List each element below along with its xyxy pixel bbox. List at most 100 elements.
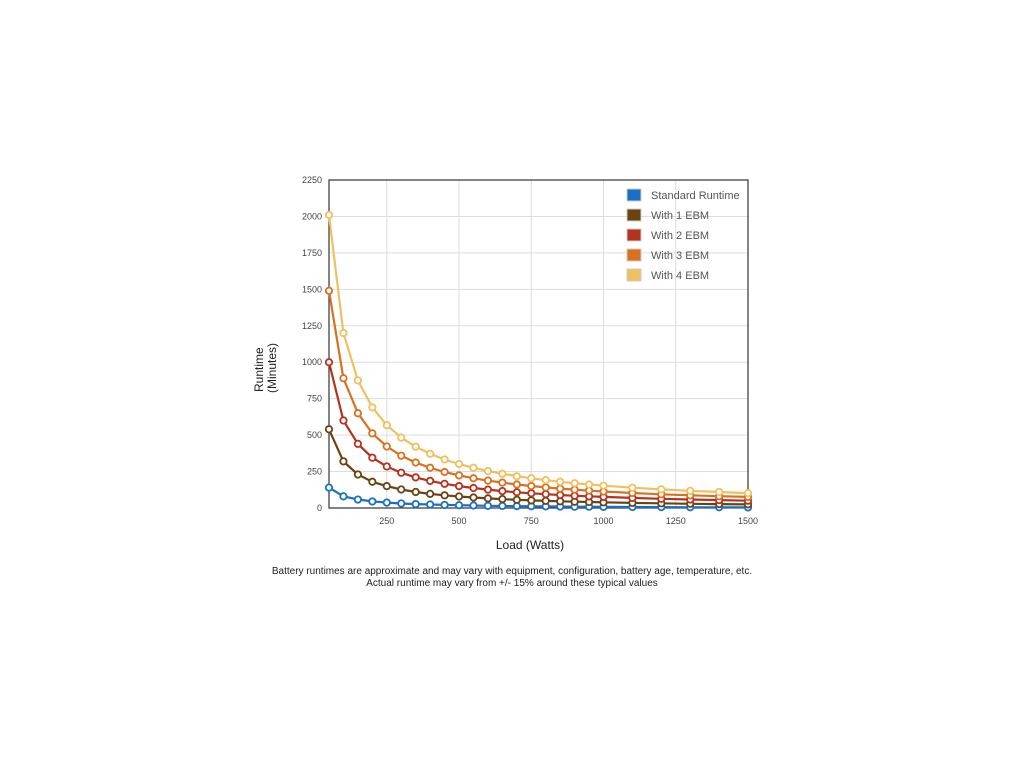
- data-point[interactable]: [324, 358, 334, 367]
- data-point[interactable]: [498, 501, 507, 511]
- data-point[interactable]: [454, 459, 464, 469]
- data-point[interactable]: [397, 433, 406, 442]
- data-point[interactable]: [397, 468, 406, 477]
- data-point[interactable]: [527, 474, 536, 483]
- data-point[interactable]: [382, 482, 391, 491]
- data-point[interactable]: [483, 485, 493, 494]
- data-point[interactable]: [469, 483, 478, 493]
- data-point[interactable]: [339, 492, 348, 501]
- data-point[interactable]: [440, 491, 449, 500]
- data-point[interactable]: [584, 480, 594, 489]
- data-point[interactable]: [440, 467, 449, 477]
- data-point[interactable]: [426, 500, 435, 509]
- data-point[interactable]: [426, 489, 435, 498]
- data-point[interactable]: [570, 479, 579, 488]
- data-point[interactable]: [411, 473, 420, 482]
- data-point[interactable]: [483, 501, 493, 510]
- data-point[interactable]: [483, 494, 493, 503]
- data-point[interactable]: [498, 469, 507, 478]
- data-point[interactable]: [339, 416, 348, 425]
- data-point[interactable]: [397, 499, 406, 508]
- data-point[interactable]: [512, 480, 521, 489]
- data-point[interactable]: [440, 479, 449, 488]
- legend-item[interactable]: With 1 EBM: [626, 208, 709, 222]
- data-point[interactable]: [440, 455, 449, 464]
- data-point[interactable]: [512, 472, 521, 481]
- data-point[interactable]: [382, 442, 391, 451]
- data-point[interactable]: [469, 501, 478, 510]
- data-point[interactable]: [512, 488, 521, 497]
- legend-item[interactable]: With 4 EBM: [626, 268, 709, 282]
- data-point[interactable]: [440, 500, 449, 510]
- data-point[interactable]: [368, 453, 377, 462]
- data-point[interactable]: [541, 490, 550, 499]
- data-point[interactable]: [324, 210, 334, 220]
- data-point[interactable]: [426, 463, 435, 472]
- data-point[interactable]: [382, 462, 391, 471]
- data-point[interactable]: [469, 463, 478, 472]
- data-point[interactable]: [657, 485, 666, 494]
- legend-item[interactable]: With 3 EBM: [626, 248, 709, 262]
- data-point[interactable]: [541, 483, 550, 492]
- data-point[interactable]: [454, 501, 464, 510]
- data-point[interactable]: [353, 376, 362, 385]
- data-point[interactable]: [541, 476, 550, 485]
- data-point[interactable]: [556, 484, 565, 493]
- data-point[interactable]: [426, 476, 435, 485]
- data-point[interactable]: [426, 449, 435, 458]
- legend-item[interactable]: Standard Runtime: [626, 188, 740, 202]
- data-point[interactable]: [411, 458, 420, 467]
- x-tick-label: 1000: [594, 516, 614, 526]
- data-point[interactable]: [454, 492, 464, 501]
- data-point[interactable]: [527, 489, 536, 498]
- x-tick-label: 1250: [666, 516, 686, 526]
- data-point[interactable]: [368, 477, 377, 486]
- data-point[interactable]: [411, 499, 420, 509]
- data-point[interactable]: [498, 478, 507, 487]
- data-point[interactable]: [556, 490, 565, 500]
- data-point[interactable]: [339, 374, 348, 383]
- data-point[interactable]: [324, 425, 334, 434]
- data-point[interactable]: [483, 466, 493, 476]
- data-point[interactable]: [686, 486, 695, 495]
- data-point[interactable]: [454, 482, 464, 491]
- data-point[interactable]: [628, 483, 637, 492]
- data-point[interactable]: [541, 496, 550, 505]
- legend-swatch: [626, 208, 642, 222]
- data-point[interactable]: [570, 485, 579, 494]
- data-point[interactable]: [556, 477, 565, 486]
- data-point[interactable]: [743, 489, 753, 498]
- data-point[interactable]: [353, 409, 362, 418]
- data-point[interactable]: [411, 487, 420, 497]
- data-point[interactable]: [498, 486, 507, 496]
- legend-item[interactable]: With 2 EBM: [626, 228, 709, 242]
- data-point[interactable]: [368, 403, 377, 412]
- data-point[interactable]: [527, 481, 536, 491]
- y-tick-label: 1500: [302, 284, 322, 294]
- data-point[interactable]: [382, 498, 391, 507]
- series-layer: [324, 210, 753, 512]
- data-point[interactable]: [368, 429, 377, 438]
- data-point[interactable]: [469, 474, 478, 483]
- data-point[interactable]: [353, 495, 362, 504]
- data-point[interactable]: [324, 286, 334, 295]
- data-point[interactable]: [382, 421, 391, 430]
- data-point[interactable]: [368, 497, 377, 506]
- data-point[interactable]: [498, 495, 507, 504]
- data-point[interactable]: [411, 442, 420, 451]
- data-point[interactable]: [339, 457, 348, 466]
- data-point[interactable]: [599, 481, 608, 490]
- data-point[interactable]: [527, 496, 536, 505]
- data-point[interactable]: [339, 328, 348, 338]
- data-point[interactable]: [483, 476, 493, 485]
- data-point[interactable]: [353, 470, 362, 479]
- data-point[interactable]: [353, 439, 362, 448]
- data-point[interactable]: [397, 485, 406, 494]
- data-point[interactable]: [469, 493, 478, 502]
- legend-swatch: [626, 268, 642, 282]
- data-point[interactable]: [512, 495, 521, 504]
- data-point[interactable]: [454, 471, 464, 480]
- data-point[interactable]: [324, 483, 334, 492]
- data-point[interactable]: [715, 487, 724, 497]
- data-point[interactable]: [397, 451, 406, 460]
